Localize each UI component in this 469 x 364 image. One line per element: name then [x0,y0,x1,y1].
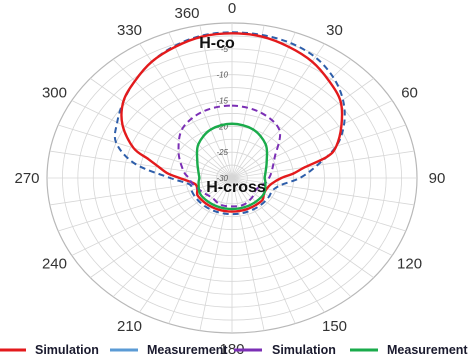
grid-spoke [112,58,233,179]
legend-label: Simulation [35,343,99,357]
annotation-h-cross: H-cross [206,179,266,196]
angle-tick-label: 150 [322,318,347,335]
grid-spoke [231,124,406,179]
angle-tick-label: 60 [401,85,418,102]
angle-tick-label: 240 [42,256,67,273]
radial-tick-label: -30 [216,174,228,183]
grid-spoke [49,150,233,179]
grid-spoke [231,177,325,313]
radial-tick-label: -5 [221,45,229,54]
radial-tick-label: -10 [216,71,228,80]
grid-spoke [231,177,393,256]
series-line-h-cross-measurement [195,122,269,211]
angle-tick-label: 120 [397,256,422,273]
grid-spoke [231,25,265,179]
grid-spoke [199,177,233,331]
grid-spoke [231,43,325,179]
grid-spoke [231,100,393,179]
angle-tick-label: 360 [174,5,199,22]
grid-spoke [231,177,406,232]
angle-tick-label: 90 [429,170,446,187]
grid-spoke [168,177,233,324]
grid-spoke [231,58,352,179]
grid-spoke [231,177,265,331]
grid-spoke [112,177,233,298]
grid-spoke [231,78,374,179]
grid-spoke [49,177,233,206]
angle-tick-label: 270 [14,170,39,187]
grid-spoke [231,177,296,324]
angle-tick-label: 180 [219,341,244,358]
polar-grid [46,22,418,334]
grid-spoke [58,177,233,232]
angle-tick-labels: 0 30 60 90 120 150 180 210 240 270 300 330 360 [14,0,445,358]
grid-spoke [199,25,233,179]
legend: Simulation Measurement Simulation Measureme… [0,343,468,357]
angle-tick-label: 300 [42,85,67,102]
angle-tick-label: 0 [228,0,236,17]
series-line-h-co-simulation [120,32,344,213]
series-line-h-co-measurement [113,31,346,216]
annotations: H-co H-cross [199,35,266,196]
angle-tick-label: 330 [117,22,142,39]
grid-spoke [90,78,233,179]
grid-spoke [231,177,415,206]
grid-spoke [71,100,233,179]
grid-spoke [231,150,415,179]
data-series [113,31,346,216]
grid-spoke [58,124,233,179]
grid-spoke [139,43,233,179]
grid-spoke [231,177,374,278]
legend-label: Measurement [387,343,468,357]
grid-spoke [71,177,233,256]
radial-tick-label: -15 [216,97,228,106]
grid-spoke [231,32,296,179]
radial-tick-label: -25 [216,148,228,157]
legend-label: Measurement [147,343,228,357]
angle-tick-label: 210 [117,318,142,335]
radial-tick-labels: -5 -10 -15 -20 -25 -30 [216,45,228,183]
radial-tick-label: -20 [216,122,228,131]
annotation-h-co: H-co [199,35,235,52]
legend-label: Simulation [272,343,336,357]
grid-spoke [168,32,233,179]
angle-tick-label: 30 [326,22,343,39]
grid-spoke [139,177,233,313]
series-line-h-cross-simulation [177,104,282,208]
